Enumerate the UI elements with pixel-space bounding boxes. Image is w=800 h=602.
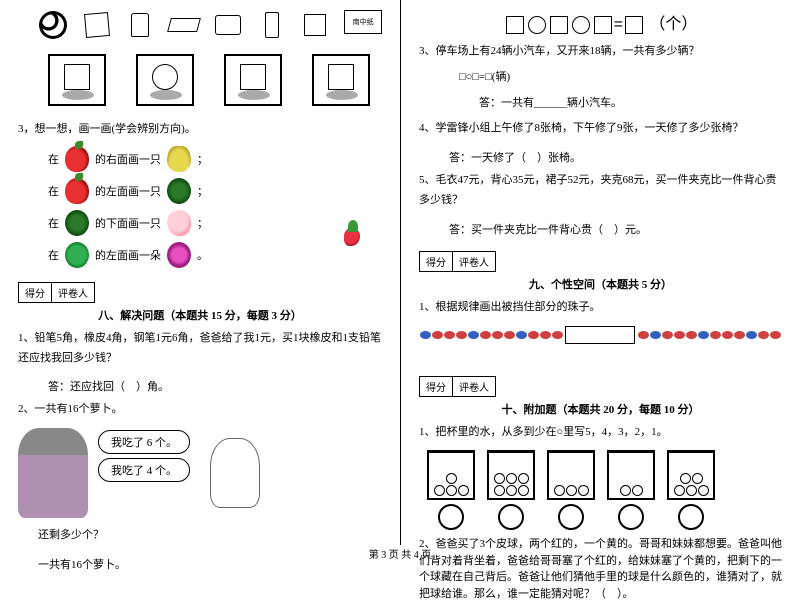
projection-row: [48, 54, 382, 106]
q4r: 4、学雷锋小组上午修了8张椅，下午修了9张，一天修了多少张椅？: [419, 119, 782, 139]
q8-2b: 还剩多少个？: [38, 526, 382, 546]
section-8-title: 八、解决问题（本题共 15 分，每题 3 分）: [18, 307, 382, 323]
fruit-line: 在的左面画一朵。: [48, 242, 382, 268]
unit-label: （个）: [649, 16, 697, 33]
a5r: 答：买一件夹克比一件背心贵（ ）元。: [449, 221, 782, 237]
bottle-icon: [257, 10, 287, 40]
tin-icon: [213, 10, 243, 40]
rabbit-left-icon: [18, 428, 88, 518]
a8-1: 答：还应找回（ ）角。: [48, 378, 382, 394]
peach-icon: [167, 210, 191, 236]
cups-row: [427, 450, 782, 530]
fruit-line: 在的右面画一只；: [48, 146, 382, 172]
answer-circle[interactable]: [618, 504, 644, 530]
section-10-title: 十、附加题（本题共 20 分，每题 10 分）: [419, 401, 782, 417]
q9: 1、根据规律画出被挡住部分的珠子。: [419, 298, 782, 318]
q5r: 5、毛衣47元，背心35元，裙子52元，夹克68元，买一件夹克比一件背心贵多少钱…: [419, 171, 782, 211]
answer-circle[interactable]: [678, 504, 704, 530]
dice-icon: [82, 10, 112, 40]
cup-icon: [547, 450, 595, 500]
projection-box: [136, 54, 194, 106]
cup-icon: [427, 450, 475, 500]
q8-1: 1、铅笔5角，橡皮4角，钢笔1元6角，爸爸给了我1元，买1块橡皮和1支铅笔还应找…: [18, 329, 382, 369]
score-box: 得分 评卷人: [419, 376, 496, 397]
a4r: 答：一天修了（ ）张椅。: [449, 149, 782, 165]
object-icons-row: 南中纸: [38, 10, 382, 40]
score-label: 得分: [420, 252, 453, 271]
beads-row: [419, 326, 782, 360]
eraser-icon: [169, 10, 199, 40]
cup-unit: [427, 450, 475, 530]
grader-label: 评卷人: [453, 377, 495, 396]
cube-icon: [301, 10, 331, 40]
score-label: 得分: [19, 283, 52, 302]
answer-circle[interactable]: [438, 504, 464, 530]
answer-circle[interactable]: [498, 504, 524, 530]
fruit-line: 在的下面画一只；: [48, 210, 382, 236]
cup-unit: [667, 450, 715, 530]
f3r: □○□=□(辆): [459, 68, 782, 88]
a3r: 答：一共有______辆小汽车。: [479, 94, 782, 114]
answer-circle[interactable]: [558, 504, 584, 530]
melon-icon: [65, 210, 89, 236]
can-icon: [125, 10, 155, 40]
q3r: 3、停车场上有24辆小汽车，又开来18辆，一共有多少辆？: [419, 42, 782, 62]
q3-title: 3，想一想，画一画(学会辨别方向)。: [18, 120, 382, 140]
radish-icon: [340, 220, 364, 250]
melon-icon: [167, 178, 191, 204]
leaf-icon: [65, 242, 89, 268]
cup-icon: [667, 450, 715, 500]
speech-bubble-1: 我吃了 6 个。: [98, 430, 190, 454]
speech-bubble-2: 我吃了 4 个。: [98, 458, 190, 482]
cup-unit: [607, 450, 655, 530]
cup-icon: [487, 450, 535, 500]
rabbit-row: 我吃了 6 个。 我吃了 4 个。: [18, 428, 382, 518]
q10-1: 1、把杯里的水，从多到少在○里写5，4，3，2，1。: [419, 423, 782, 443]
fruit-line: 在的左面画一只；: [48, 178, 382, 204]
pear-icon: [167, 146, 191, 172]
score-label: 得分: [420, 377, 453, 396]
grader-label: 评卷人: [453, 252, 495, 271]
formula-row: = （个）: [419, 10, 782, 34]
projection-box: [312, 54, 370, 106]
apple-icon: [65, 146, 89, 172]
soccer-icon: [38, 10, 68, 40]
page-footer: 第 3 页 共 4 页: [0, 546, 800, 561]
score-box: 得分 评卷人: [419, 251, 496, 272]
projection-box: [224, 54, 282, 106]
box-icon: 南中纸: [344, 10, 382, 34]
cup-unit: [547, 450, 595, 530]
flower-icon: [167, 242, 191, 268]
score-box: 得分 评卷人: [18, 282, 95, 303]
apple-icon: [65, 178, 89, 204]
cup-icon: [607, 450, 655, 500]
rabbit-right-icon: [200, 428, 270, 518]
cup-unit: [487, 450, 535, 530]
q8-2: 2、一共有16个萝卜。: [18, 400, 382, 420]
projection-box: [48, 54, 106, 106]
section-9-title: 九、个性空间（本题共 5 分）: [419, 276, 782, 292]
grader-label: 评卷人: [52, 283, 94, 302]
